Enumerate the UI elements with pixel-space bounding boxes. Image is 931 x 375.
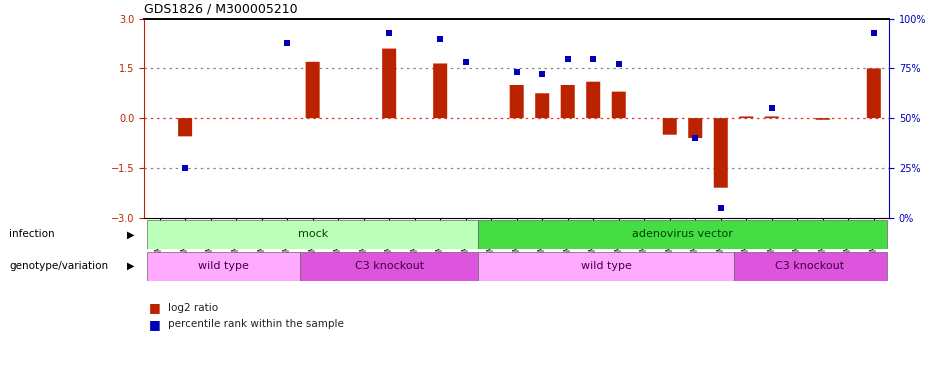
- Text: wild type: wild type: [581, 261, 631, 271]
- Bar: [764, 117, 779, 118]
- Bar: [612, 92, 626, 118]
- Text: adenovirus vector: adenovirus vector: [632, 230, 733, 239]
- Bar: [734, 252, 886, 280]
- Bar: [479, 220, 886, 249]
- Text: percentile rank within the sample: percentile rank within the sample: [168, 320, 344, 329]
- Bar: [479, 252, 734, 280]
- Bar: [178, 118, 192, 136]
- Bar: [739, 117, 753, 118]
- Bar: [147, 252, 300, 280]
- Text: ▶: ▶: [127, 261, 134, 271]
- Text: ▶: ▶: [127, 230, 134, 239]
- Bar: [663, 118, 677, 135]
- Bar: [535, 93, 549, 118]
- Bar: [867, 68, 881, 118]
- Bar: [509, 85, 524, 118]
- Text: infection: infection: [9, 230, 55, 239]
- Text: genotype/variation: genotype/variation: [9, 261, 108, 271]
- Text: log2 ratio: log2 ratio: [168, 303, 218, 312]
- Text: mock: mock: [298, 230, 328, 239]
- Text: C3 knockout: C3 knockout: [776, 261, 844, 271]
- Bar: [382, 49, 397, 118]
- Bar: [816, 118, 830, 120]
- Bar: [305, 62, 319, 118]
- Text: GDS1826 / M300005210: GDS1826 / M300005210: [144, 2, 298, 15]
- Bar: [147, 220, 479, 249]
- Bar: [300, 252, 479, 280]
- Text: C3 knockout: C3 knockout: [355, 261, 424, 271]
- Bar: [587, 82, 600, 118]
- Bar: [714, 118, 728, 188]
- Text: wild type: wild type: [198, 261, 249, 271]
- Bar: [688, 118, 702, 138]
- Text: ■: ■: [149, 301, 161, 314]
- Text: ■: ■: [149, 318, 161, 331]
- Bar: [560, 85, 574, 118]
- Bar: [433, 63, 447, 118]
